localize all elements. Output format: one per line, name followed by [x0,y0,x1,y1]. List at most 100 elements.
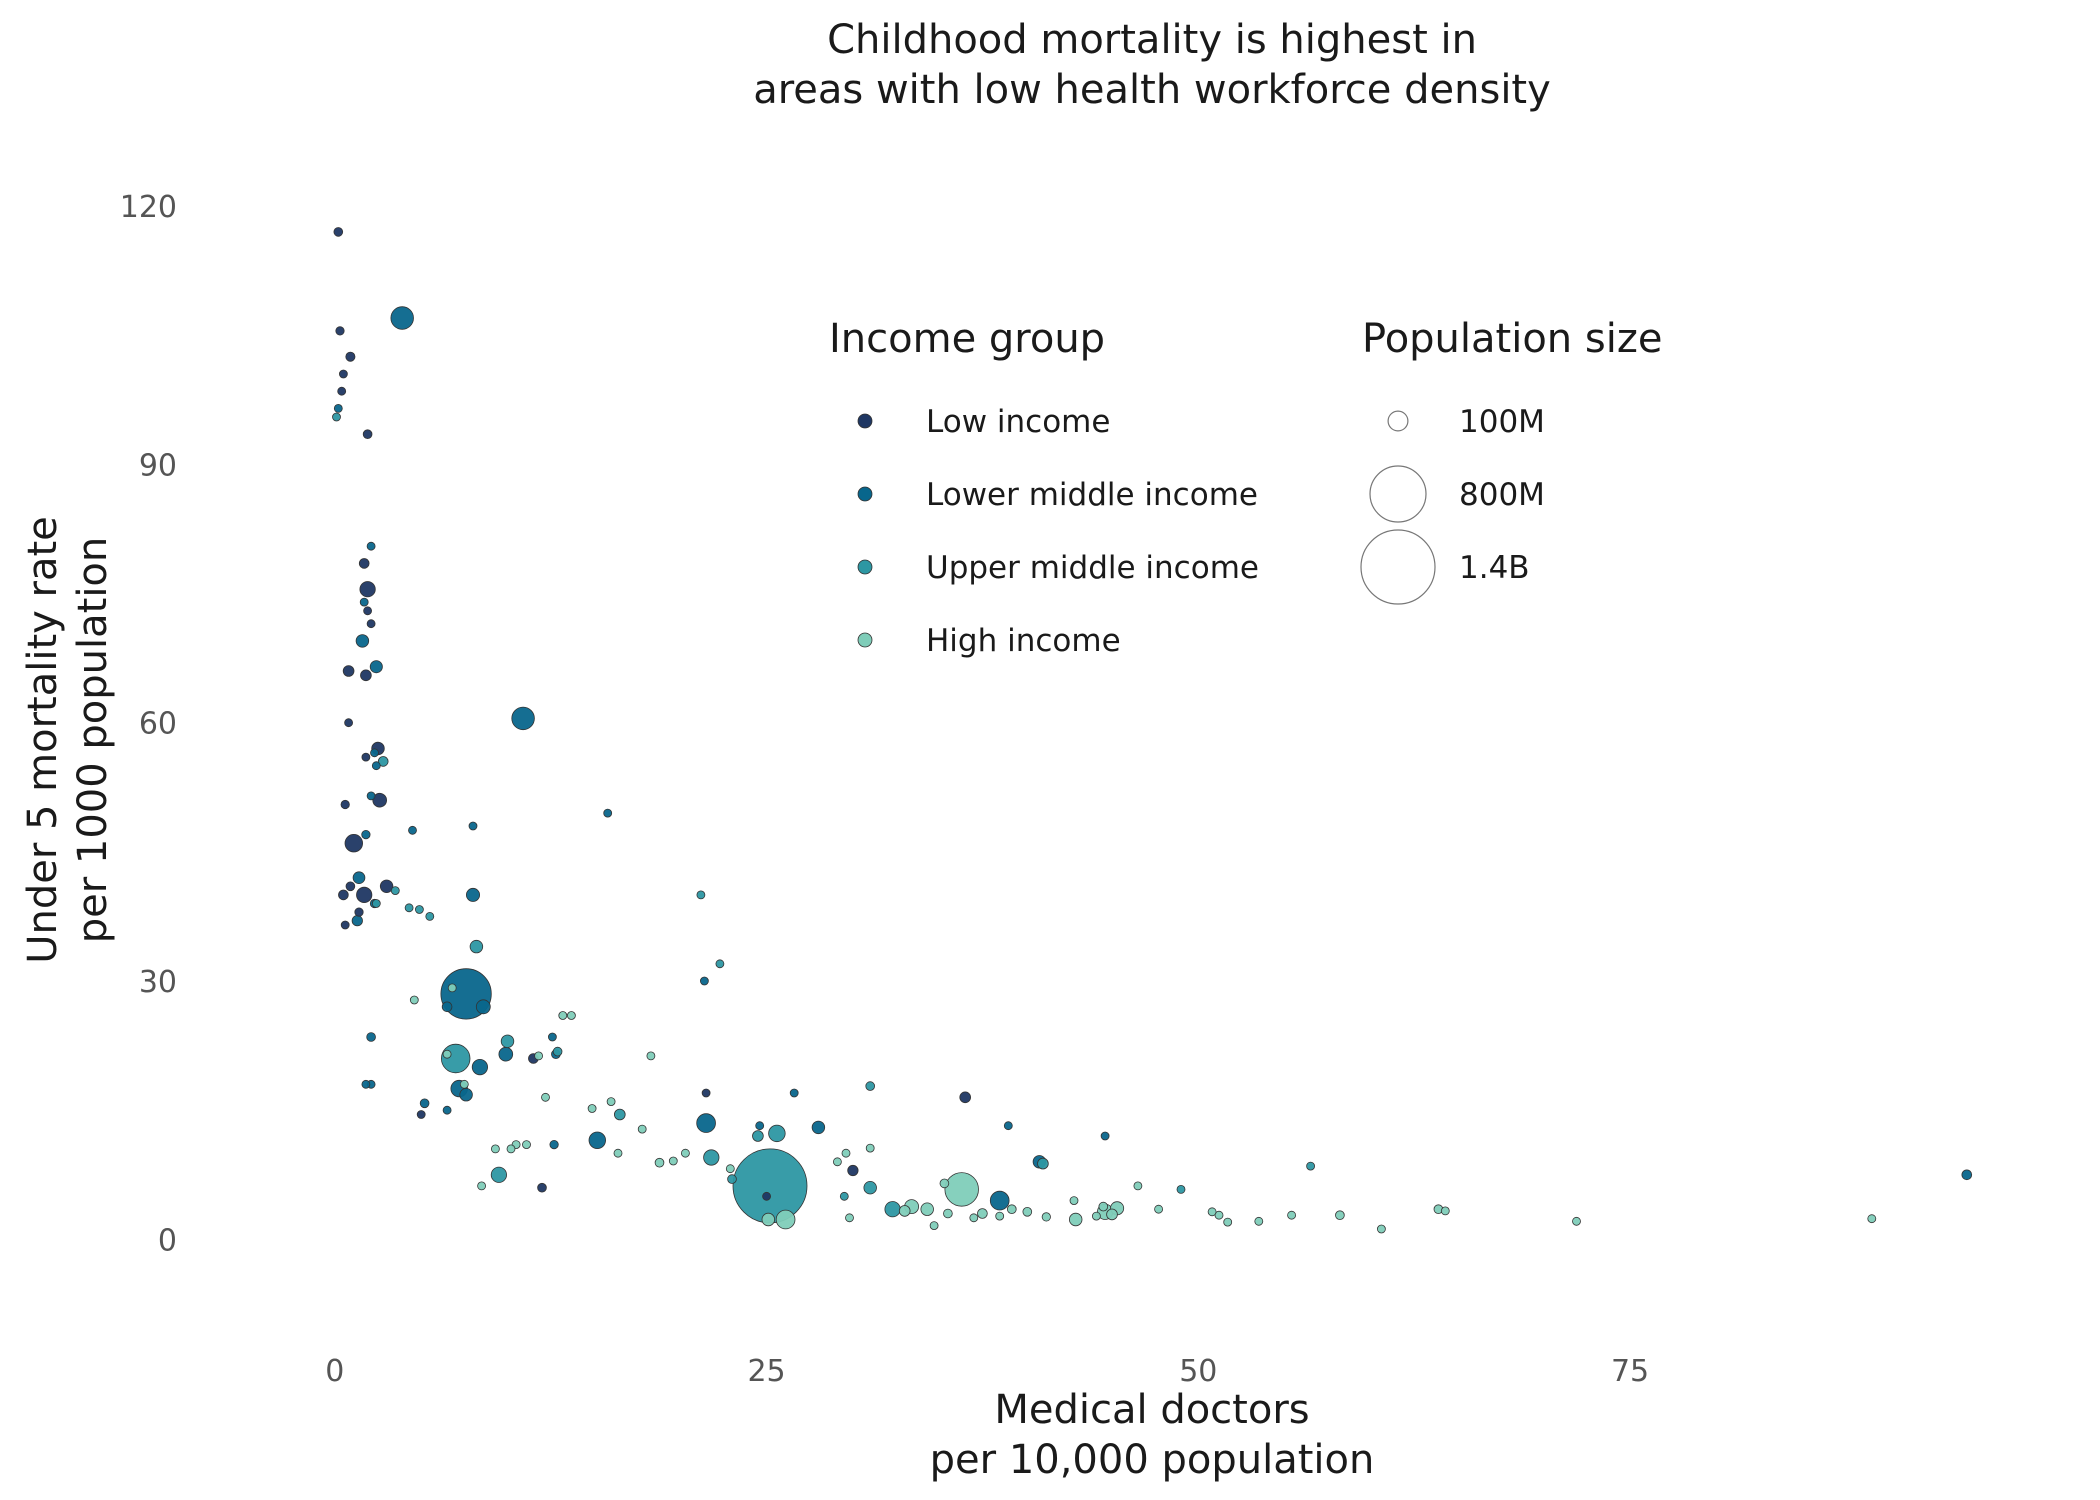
data-point [637,1124,647,1134]
data-point [352,871,366,884]
x-axis-title-line-1: Medical doctors [994,1387,1309,1433]
data-point [995,1211,1005,1221]
data-point [845,1213,854,1223]
data-point [588,1131,607,1150]
data-point [442,1105,452,1115]
y-tick-label: 60 [139,707,177,742]
data-point [701,1088,711,1098]
data-point [409,995,419,1005]
data-point [1207,1207,1217,1217]
x-axis-title-line-2: per 10,000 population [930,1437,1375,1483]
data-point [332,412,341,422]
data-point [703,1149,720,1166]
data-point [490,1144,500,1154]
data-point [943,1208,953,1219]
data-point [920,1202,934,1216]
y-axis-title-line-1: Under 5 mortality rate [20,516,66,964]
data-point [390,886,400,895]
data-point [1377,1224,1386,1234]
legend-income-swatch [857,632,873,648]
data-point [359,581,376,598]
data-point [416,1110,426,1119]
data-point [475,999,491,1015]
data-point [839,1191,849,1201]
data-point [727,1174,737,1184]
data-point [613,1108,626,1121]
data-point [789,1088,799,1098]
data-point [366,1032,376,1042]
data-point [371,899,381,908]
y-axis-title-line-2: per 1000 population [70,537,116,944]
data-point [425,912,435,921]
data-point [390,306,414,330]
data-point [1069,1196,1079,1205]
data-point [379,879,394,894]
x-tick-label: 25 [747,1354,785,1389]
data-point [1106,1208,1118,1221]
y-tick-label: 120 [120,190,177,225]
data-point [344,718,354,728]
data-point [1335,1210,1345,1220]
data-point [371,761,381,771]
data-point [606,1097,616,1106]
chart-title-line-1: Childhood mortality is highest in [827,17,1477,63]
data-point [345,351,356,362]
legend-size-title: Population size [1362,316,1662,362]
legend-income-label: Upper middle income [926,550,1259,586]
data-point [768,1124,786,1143]
data-point [366,619,376,629]
data-point [1154,1204,1163,1214]
data-point [471,1059,488,1076]
data-point [414,905,424,914]
data-point [522,1140,531,1149]
data-point [587,1104,597,1113]
data-point [1572,1216,1581,1226]
data-point [944,1172,979,1207]
data-point [404,903,414,913]
data-point [811,1120,826,1135]
data-point [775,1209,796,1230]
data-point [366,541,376,551]
legend-income-label: Lower middle income [926,477,1258,513]
data-point [977,1208,988,1219]
data-point [725,1164,735,1174]
data-point [1098,1201,1109,1212]
data-point [1961,1169,1973,1181]
data-point [354,907,364,917]
data-point [884,1201,901,1218]
data-point [359,597,369,607]
data-point [1176,1185,1186,1194]
data-point [700,976,709,986]
data-point [477,1181,487,1191]
data-point [338,889,349,901]
data-point [355,634,370,648]
data-point [362,429,373,440]
x-tick-label: 0 [325,1354,344,1389]
legend-size-label: 800M [1459,477,1545,513]
legend-income-swatch [857,486,873,502]
legend-income-group: Income group Low income Lower middle inco… [829,316,1259,659]
data-point [1440,1206,1450,1216]
data-point [361,829,371,840]
data-point [847,1164,859,1177]
data-point [441,1043,471,1074]
data-point [1037,1157,1049,1170]
data-point [361,1079,371,1089]
data-point [715,959,725,969]
data-point [898,1205,911,1217]
data-point [459,1087,473,1102]
legend-income-swatch [857,413,873,429]
chart-title: Childhood mortality is highest in areas … [753,17,1551,113]
data-point [989,1190,1010,1211]
data-point [732,1148,808,1224]
data-point [1306,1161,1315,1171]
data-point [761,1212,776,1227]
y-axis-title: Under 5 mortality rate per 1000 populati… [20,516,116,964]
data-point [537,1182,547,1193]
data-point [366,791,376,801]
data-point [469,939,484,954]
data-point [335,326,345,336]
legend-size-label: 100M [1459,404,1545,440]
data-point [351,915,363,927]
